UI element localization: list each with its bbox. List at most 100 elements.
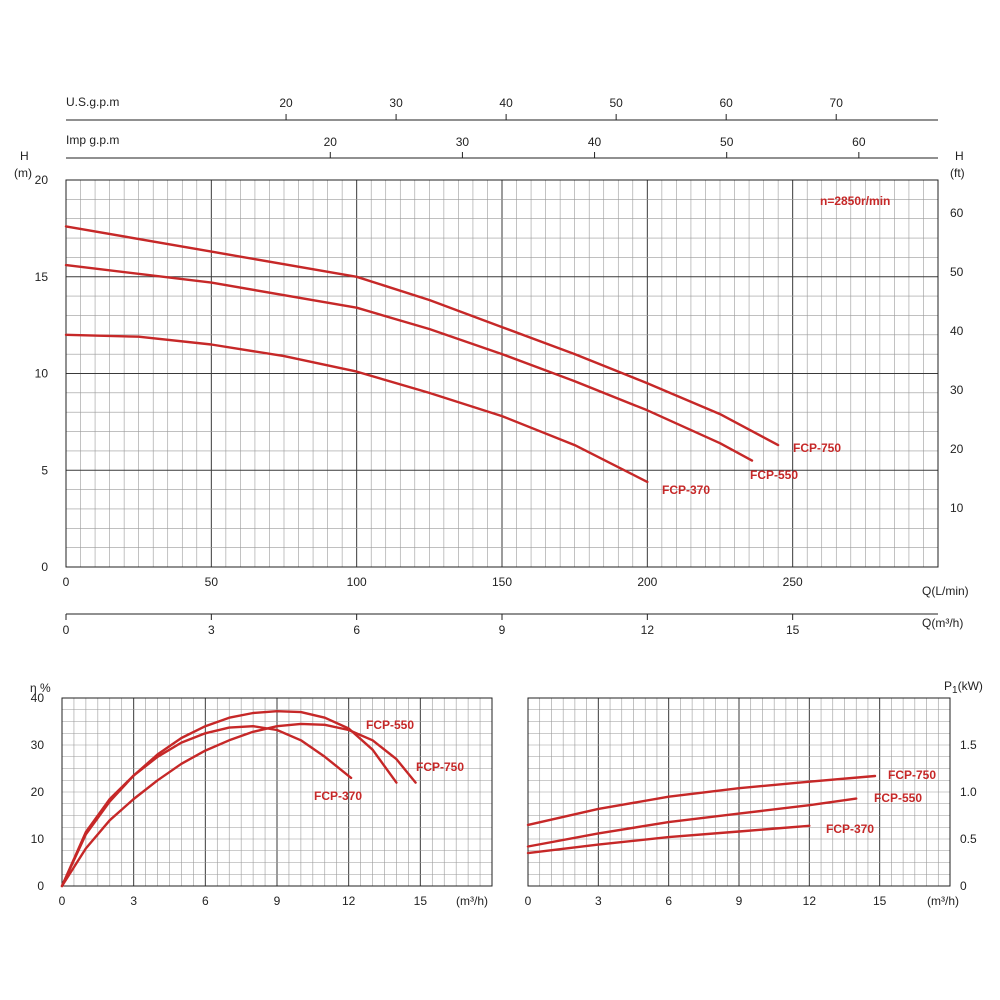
power-axis-symbol: P bbox=[944, 679, 952, 693]
power-y-tick-label: 1.5 bbox=[960, 738, 977, 752]
power-x-tick-label: 15 bbox=[873, 894, 887, 908]
power-chart-curves bbox=[526, 774, 877, 855]
efficiency-x-tick-label: 0 bbox=[59, 894, 66, 908]
speed-label: n=2850r/min bbox=[820, 194, 890, 208]
efficiency-x-tick-label: 15 bbox=[414, 894, 428, 908]
power-x-tick-label: 3 bbox=[595, 894, 602, 908]
m3h-tick-label: 3 bbox=[208, 623, 215, 637]
power-axis-subscript: 1 bbox=[952, 685, 958, 696]
efficiency-curve-fcp-750 bbox=[60, 722, 417, 888]
head-curve-label-fcp-370: FCP-370 bbox=[662, 483, 710, 497]
m3h-tick-label: 15 bbox=[786, 623, 800, 637]
m3h-tick-label: 9 bbox=[499, 623, 506, 637]
top-axis-impgpm: 20 30 40 50 60 bbox=[66, 135, 938, 159]
power-curve-label-fcp-370: FCP-370 bbox=[826, 822, 874, 836]
impgpm-tick-label: 60 bbox=[852, 135, 866, 149]
usgpm-tick-label: 40 bbox=[499, 96, 513, 110]
head-x-tick-label: 50 bbox=[205, 575, 219, 589]
head-axis-unit-right: (ft) bbox=[950, 166, 965, 180]
head-y-tick-label: 5 bbox=[41, 463, 48, 477]
efficiency-x-tick-label: 9 bbox=[274, 894, 281, 908]
usgpm-tick-label: 30 bbox=[389, 96, 403, 110]
head-curve-fcp-370 bbox=[64, 333, 649, 484]
head-curve-label-fcp-750: FCP-750 bbox=[793, 441, 841, 455]
head-curve-label-fcp-550: FCP-550 bbox=[750, 468, 798, 482]
usgpm-tick-label: 60 bbox=[719, 96, 733, 110]
impgpm-tick-label: 20 bbox=[324, 135, 338, 149]
power-x-unit: (m³/h) bbox=[927, 894, 959, 908]
head-ft-tick-label: 20 bbox=[950, 442, 964, 456]
efficiency-x-tick-label: 6 bbox=[202, 894, 209, 908]
impgpm-tick-label: 50 bbox=[720, 135, 734, 149]
power-axis-unit: (kW) bbox=[958, 679, 983, 693]
power-curve-fcp-750 bbox=[526, 774, 877, 827]
head-x-tick-label: 0 bbox=[63, 575, 70, 589]
efficiency-y-tick-label: 0 bbox=[37, 879, 44, 893]
top-axis-usgpm: 20 30 40 50 60 70 bbox=[66, 96, 938, 121]
impgpm-tick-label: 30 bbox=[456, 135, 470, 149]
head-y-tick-label: 10 bbox=[35, 367, 49, 381]
flow-axis-label-lmin: Q(L/min) bbox=[922, 584, 969, 598]
power-curve-label-fcp-550: FCP-550 bbox=[874, 791, 922, 805]
power-y-tick-label: 0.5 bbox=[960, 832, 977, 846]
head-axis-title-right: H bbox=[955, 149, 964, 163]
efficiency-x-unit: (m³/h) bbox=[456, 894, 488, 908]
m3h-axis: 0 3 6 9 12 15 bbox=[63, 613, 938, 637]
head-y-tick-label: 15 bbox=[35, 270, 49, 284]
efficiency-y-tick-label: 30 bbox=[31, 738, 45, 752]
efficiency-chart-frame bbox=[61, 697, 493, 887]
efficiency-y-tick-label: 40 bbox=[31, 691, 45, 705]
efficiency-y-tick-label: 20 bbox=[31, 785, 45, 799]
power-curve-fcp-370 bbox=[526, 824, 811, 855]
usgpm-tick-label: 70 bbox=[830, 96, 844, 110]
usgpm-tick-label: 20 bbox=[279, 96, 293, 110]
head-ft-tick-label: 50 bbox=[950, 265, 964, 279]
efficiency-y-tick-label: 10 bbox=[31, 832, 45, 846]
power-axis-title: P1(kW) bbox=[944, 679, 983, 696]
head-ft-tick-label: 40 bbox=[950, 324, 964, 338]
head-x-tick-label: 150 bbox=[492, 575, 512, 589]
head-chart-frame bbox=[65, 179, 939, 568]
power-x-tick-label: 12 bbox=[803, 894, 817, 908]
head-x-tick-label: 250 bbox=[783, 575, 803, 589]
usgpm-tick-label: 50 bbox=[609, 96, 623, 110]
head-curve-fcp-750 bbox=[64, 225, 780, 447]
head-ft-tick-label: 30 bbox=[950, 383, 964, 397]
head-ft-tick-label: 10 bbox=[950, 501, 964, 515]
head-chart-labels: 0 50 100 150 200 250 0 5 10 15 20 10 20 30 40 50 60 FCP-7… bbox=[35, 173, 964, 589]
m3h-tick-label: 0 bbox=[63, 623, 70, 637]
power-x-tick-label: 6 bbox=[665, 894, 672, 908]
power-x-tick-label: 0 bbox=[525, 894, 532, 908]
efficiency-axis-title: η % bbox=[30, 681, 51, 695]
head-chart-curves bbox=[64, 225, 780, 484]
head-axis-unit-left: (m) bbox=[14, 166, 32, 180]
head-ft-tick-label: 60 bbox=[950, 206, 964, 220]
head-y-tick-label: 20 bbox=[35, 173, 49, 187]
efficiency-chart-labels: 0 3 6 9 12 15 0 10 20 30 40 FCP-550 FCP-750 FCP-370 bbox=[31, 691, 465, 908]
head-axis-title-left: H bbox=[20, 149, 29, 163]
head-curve-fcp-550 bbox=[64, 263, 754, 462]
power-y-tick-label: 1.0 bbox=[960, 785, 977, 799]
efficiency-curve-label-fcp-370: FCP-370 bbox=[314, 789, 362, 803]
power-y-tick-label: 0 bbox=[960, 879, 967, 893]
efficiency-chart-curves bbox=[60, 710, 417, 888]
power-chart-grid bbox=[527, 697, 951, 887]
m3h-tick-label: 12 bbox=[641, 623, 655, 637]
impgpm-axis-label: Imp g.p.m bbox=[66, 133, 119, 147]
power-chart-frame bbox=[527, 697, 951, 887]
efficiency-curve-label-fcp-750: FCP-750 bbox=[416, 760, 464, 774]
power-chart-labels: 0 3 6 9 12 15 0 0.5 1.0 1.5 FCP-750 FCP-550 FCP-370 bbox=[525, 738, 977, 908]
efficiency-x-tick-label: 3 bbox=[130, 894, 137, 908]
efficiency-curve-label-fcp-550: FCP-550 bbox=[366, 718, 414, 732]
impgpm-tick-label: 40 bbox=[588, 135, 602, 149]
m3h-tick-label: 6 bbox=[353, 623, 360, 637]
efficiency-x-tick-label: 12 bbox=[342, 894, 356, 908]
power-curve-fcp-550 bbox=[526, 797, 858, 848]
head-x-tick-label: 100 bbox=[347, 575, 367, 589]
flow-axis-label-m3h: Q(m³/h) bbox=[922, 616, 963, 630]
head-chart-grid bbox=[65, 179, 939, 568]
head-x-tick-label: 200 bbox=[637, 575, 657, 589]
usgpm-axis-label: U.S.g.p.m bbox=[66, 95, 119, 109]
efficiency-curve-fcp-370 bbox=[60, 725, 353, 888]
